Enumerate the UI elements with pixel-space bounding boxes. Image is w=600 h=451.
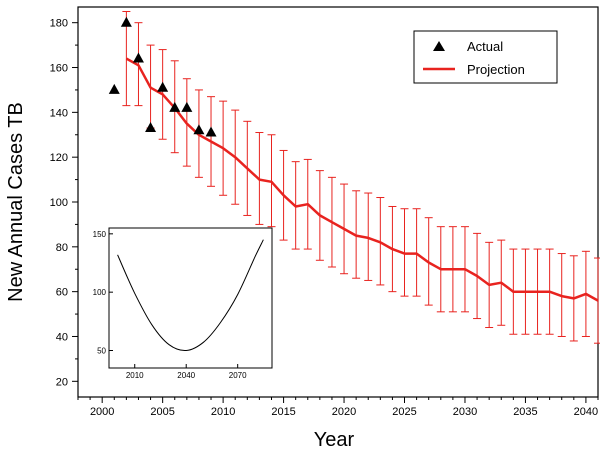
inset-y-tick-label: 150 xyxy=(93,230,107,239)
actual-point xyxy=(193,124,205,135)
legend-actual-label: Actual xyxy=(467,39,503,54)
actual-point xyxy=(120,16,132,27)
inset-frame xyxy=(108,227,273,369)
y-tick-label: 160 xyxy=(50,63,68,75)
inset-x-tick-label: 2070 xyxy=(229,371,247,380)
y-tick-label: 40 xyxy=(56,331,68,343)
actual-point xyxy=(157,81,169,92)
actual-point xyxy=(205,126,217,137)
actual-point xyxy=(169,101,181,112)
y-tick-label: 20 xyxy=(56,376,68,388)
actual-point xyxy=(108,83,120,94)
x-tick-label: 2005 xyxy=(150,406,174,418)
inset-x-tick-label: 2010 xyxy=(126,371,144,380)
x-tick-label: 2025 xyxy=(392,406,416,418)
y-tick-label: 120 xyxy=(50,152,68,164)
inset-x-tick-label: 2040 xyxy=(177,371,195,380)
actual-point xyxy=(181,101,193,112)
x-tick-label: 2035 xyxy=(513,406,537,418)
y-tick-label: 80 xyxy=(56,242,68,254)
x-tick-label: 2040 xyxy=(574,406,598,418)
x-tick-label: 2030 xyxy=(453,406,477,418)
y-axis-title: New Annual Cases TB xyxy=(5,102,27,302)
inset-y-tick-label: 50 xyxy=(97,347,106,356)
y-tick-label: 140 xyxy=(50,107,68,119)
x-tick-label: 2010 xyxy=(211,406,235,418)
y-tick-label: 180 xyxy=(50,18,68,30)
y-tick-label: 60 xyxy=(56,287,68,299)
legend: Actual Projection xyxy=(413,30,558,84)
inset-chart: 2010 2040 2070 50 100 150 xyxy=(93,227,273,380)
actual-point xyxy=(145,122,157,133)
projection-line xyxy=(125,57,599,302)
x-axis-title: Year xyxy=(314,429,355,451)
inset-curve xyxy=(117,239,264,352)
legend-box xyxy=(413,30,558,84)
legend-actual-marker xyxy=(433,41,445,51)
legend-projection-label: Projection xyxy=(467,62,525,77)
x-tick-label: 2000 xyxy=(90,406,114,418)
x-tick-label: 2020 xyxy=(332,406,356,418)
inset-y-tick-label: 100 xyxy=(93,288,107,297)
y-tick-label: 100 xyxy=(50,197,68,209)
actual-point xyxy=(132,52,144,63)
x-tick-label: 2015 xyxy=(271,406,295,418)
